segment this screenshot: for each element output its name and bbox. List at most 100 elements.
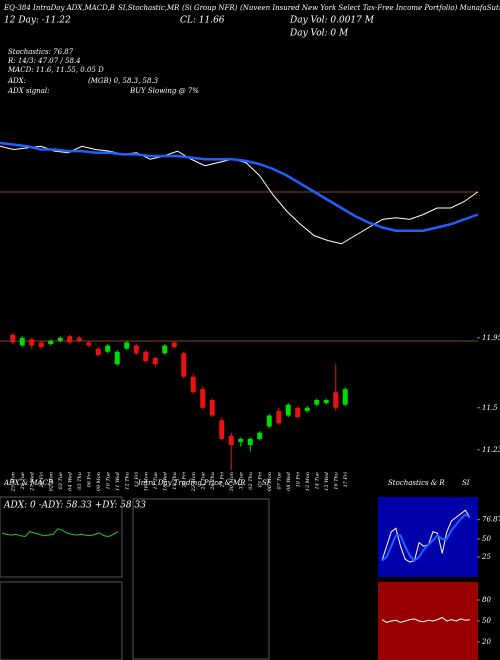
x-tick-label: 24 Tue: [200, 472, 206, 491]
x-tick-label: 29 Fri: [39, 472, 45, 489]
candle-body: [76, 337, 82, 341]
candle-body: [247, 438, 253, 446]
panel-frame: [378, 497, 478, 577]
panel-title: SI: [262, 479, 270, 487]
candle-body: [238, 438, 244, 442]
x-tick-label: 25 Mon: [10, 472, 16, 492]
x-tick-label: 13 Fri: [134, 472, 140, 488]
candle-body: [114, 351, 120, 365]
stat-text: MACD: 11.6, 11.55, 0.05 D: [7, 66, 104, 74]
candle-body: [105, 345, 111, 352]
candle-body: [95, 348, 101, 355]
x-tick-label: 16 Mon: [143, 472, 149, 491]
x-tick-label: 10 Fri: [295, 472, 301, 488]
y-tick-label: 76.87: [482, 516, 500, 524]
y-tick-label: 11.95: [482, 334, 500, 342]
header-text: SI,Stochastic,MR: [118, 4, 180, 12]
stat-text: BUY Slowing @ 7%: [129, 87, 199, 95]
candle-body: [266, 415, 272, 427]
panel-title: SI: [462, 479, 470, 487]
x-tick-label: 17 Tue: [153, 472, 159, 490]
candle-body: [133, 345, 139, 354]
candle-body: [295, 407, 301, 418]
candle-body: [209, 400, 215, 416]
header-text: CL: 11.66: [180, 16, 225, 26]
header-text: Day Vol: 0.0017 M: [289, 16, 375, 26]
y-tick-label: 11.23: [482, 446, 500, 454]
panel-frame: [132, 498, 270, 660]
candle-body: [162, 345, 168, 354]
y-tick-label: 11.5: [482, 404, 498, 412]
header-text: (Si Group NFR): [182, 4, 238, 12]
stat-text: Stochastics: 76.87: [8, 48, 74, 56]
x-tick-label: 30 Mon: [229, 472, 235, 491]
stat-text: ADX:: [7, 77, 26, 85]
candle-body: [323, 400, 329, 404]
candle-body: [48, 340, 54, 344]
panel-subtitle: ADX: 0 -ADY: 58.33 +DY: 58.33: [3, 501, 146, 511]
y-tick-label: 50: [482, 617, 491, 625]
x-tick-label: 13 Mon: [305, 472, 311, 491]
x-tick-label: 08 Wed: [286, 472, 292, 491]
candle-body: [219, 420, 225, 439]
x-tick-label: 03 Tue: [58, 472, 64, 490]
candle-body: [190, 376, 196, 393]
x-tick-label: 06 Fri: [86, 472, 92, 488]
line: [0, 141, 479, 232]
x-tick-label: 27 Wed: [29, 472, 35, 492]
x-tick-label: 17 Fri: [343, 472, 349, 488]
candle-body: [86, 342, 92, 346]
candle-body: [314, 400, 320, 405]
x-tick-label: 20 Fri: [181, 472, 187, 489]
x-tick-label: 03 Fri: [257, 472, 263, 488]
x-tick-label: 27 Fri: [219, 472, 225, 489]
x-tick-label: 18 Wed: [162, 472, 168, 491]
candle-body: [143, 351, 149, 362]
x-tick-label: 16 Thu: [333, 472, 339, 490]
x-tick-label: 06 Mon: [267, 472, 273, 491]
candle-body: [285, 404, 291, 416]
panel-frame: [0, 496, 123, 578]
panel-frame: [0, 581, 123, 660]
candle-body: [181, 353, 187, 377]
stat-text: R: 14/3: 47.07 / 58.4: [7, 57, 81, 65]
stat-text: ADX signal:: [7, 87, 49, 95]
y-tick-label: 25: [481, 553, 491, 561]
candle-body: [257, 432, 263, 439]
panel-frame: [378, 582, 478, 660]
header-text: 12 Day: -11.22: [4, 16, 71, 26]
line: [1, 528, 119, 538]
candle-body: [152, 358, 158, 365]
x-tick-label: 26 Tue: [20, 472, 26, 491]
header-text: EQ-384 IntraDay ADX,MACD,B: [3, 4, 115, 12]
candle-body: [57, 337, 63, 341]
candle-body: [19, 337, 25, 346]
line: [381, 513, 471, 562]
x-tick-label: 26 Thu: [210, 472, 216, 491]
x-tick-label: 02 Mon: [48, 472, 54, 491]
y-tick-label: 50: [482, 535, 491, 543]
x-tick-label: 07 Tue: [276, 472, 282, 490]
x-tick-label: 04 Wed: [67, 472, 73, 491]
x-tick-label: 23 Mon: [191, 472, 197, 492]
y-tick-label: 20: [481, 638, 491, 646]
candle-body: [333, 392, 339, 408]
x-tick-label: 02 Thu: [248, 472, 254, 490]
panel-title: ADX & MACD: [3, 479, 54, 487]
panel-title: Intra Day Trading Price & MR: [137, 479, 246, 487]
x-tick-label: 10 Tue: [105, 472, 111, 490]
x-tick-label: 11 Wed: [115, 472, 121, 491]
x-tick-label: 15 Wed: [324, 472, 330, 491]
candle-body: [171, 342, 177, 348]
x-tick-label: 14 Tue: [314, 472, 320, 490]
stat-text: (MGB) 0, 58.3, 58.3: [88, 77, 159, 85]
candle-body: [228, 435, 234, 446]
candle-body: [200, 389, 206, 408]
line: [381, 509, 471, 563]
candle-body: [10, 334, 16, 343]
y-tick-label: 80: [482, 596, 491, 604]
panel-title: Stochastics & R: [388, 479, 445, 487]
header-text: Day Vol: 0 M: [289, 29, 349, 39]
header-text: (Nuveen Insured New York Select Tax-Free…: [240, 4, 500, 12]
